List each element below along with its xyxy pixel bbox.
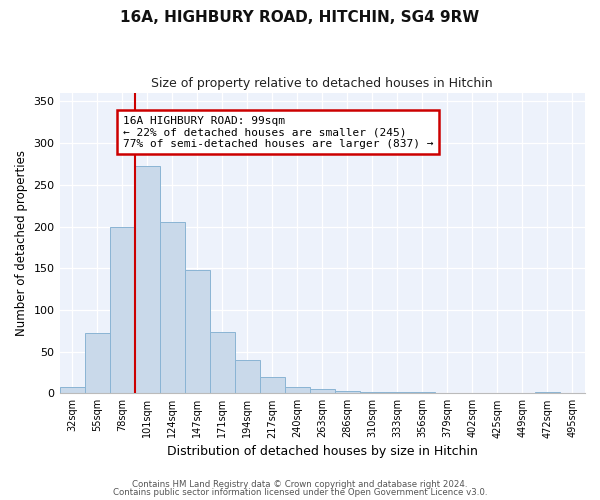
Text: Contains public sector information licensed under the Open Government Licence v3: Contains public sector information licen… [113,488,487,497]
Bar [185,270,209,394]
Bar [410,392,435,394]
Bar [59,388,85,394]
Title: Size of property relative to detached houses in Hitchin: Size of property relative to detached ho… [151,78,493,90]
Bar [134,166,160,394]
Bar [235,360,260,394]
Bar [285,388,310,394]
Bar [85,334,110,394]
Bar [535,392,560,394]
Bar [310,389,335,394]
Bar [260,376,285,394]
Text: Contains HM Land Registry data © Crown copyright and database right 2024.: Contains HM Land Registry data © Crown c… [132,480,468,489]
Text: 16A, HIGHBURY ROAD, HITCHIN, SG4 9RW: 16A, HIGHBURY ROAD, HITCHIN, SG4 9RW [121,10,479,25]
Text: 16A HIGHBURY ROAD: 99sqm
← 22% of detached houses are smaller (245)
77% of semi-: 16A HIGHBURY ROAD: 99sqm ← 22% of detach… [122,116,433,149]
Bar [209,332,235,394]
Bar [110,226,134,394]
Bar [335,391,360,394]
Y-axis label: Number of detached properties: Number of detached properties [15,150,28,336]
Bar [360,392,385,394]
Bar [160,222,185,394]
Bar [385,392,410,394]
X-axis label: Distribution of detached houses by size in Hitchin: Distribution of detached houses by size … [167,444,478,458]
